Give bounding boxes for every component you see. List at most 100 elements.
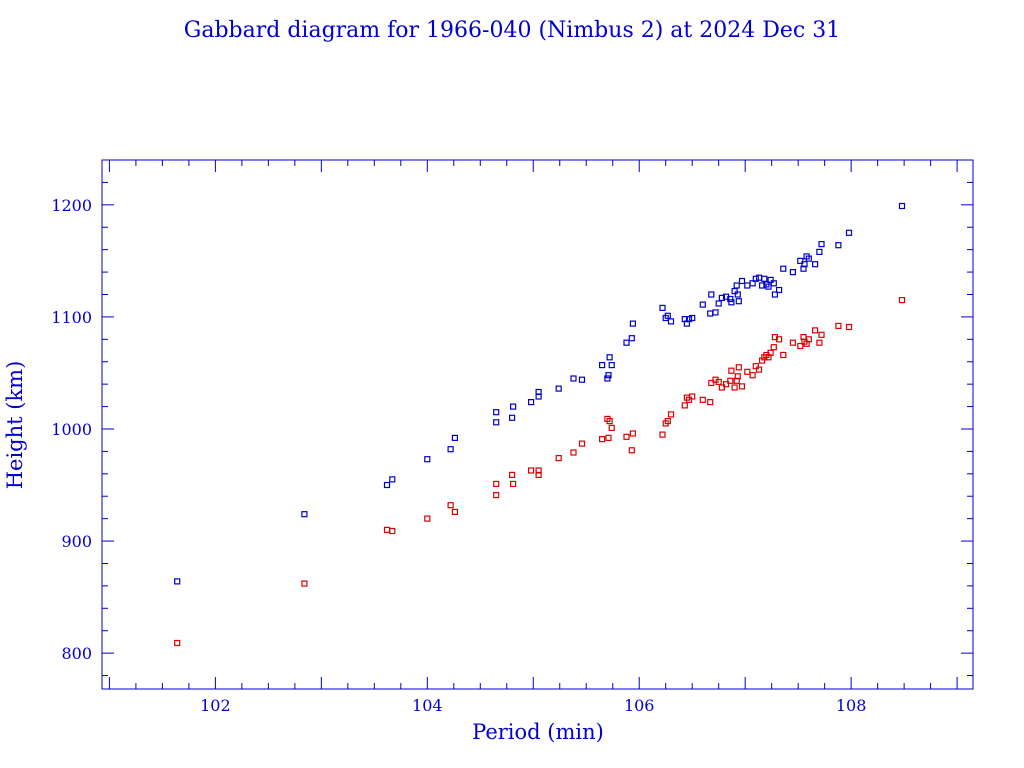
apogee-point bbox=[770, 280, 777, 287]
perigee-point bbox=[667, 411, 675, 418]
perigee-point bbox=[689, 393, 696, 400]
perigee-point bbox=[835, 322, 842, 329]
apogee-point bbox=[752, 275, 759, 282]
data-markers bbox=[174, 202, 906, 647]
apogee-point bbox=[578, 376, 586, 383]
apogee-point bbox=[898, 202, 906, 210]
apogee-point bbox=[707, 310, 714, 317]
apogee-point bbox=[744, 282, 751, 289]
perigee-point bbox=[606, 418, 613, 425]
perigee-point bbox=[681, 402, 688, 409]
apogee-point bbox=[629, 320, 637, 327]
perigee-point bbox=[493, 480, 500, 487]
apogee-point bbox=[699, 301, 706, 308]
apogee-point bbox=[818, 241, 825, 248]
apogee-point bbox=[535, 388, 542, 396]
apogee-point bbox=[738, 277, 746, 285]
perigee-point bbox=[845, 323, 853, 331]
apogee-point bbox=[451, 434, 458, 441]
perigee-point bbox=[598, 436, 606, 443]
perigee-point bbox=[389, 527, 396, 535]
apogee-point bbox=[761, 275, 768, 282]
apogee-point bbox=[708, 291, 715, 298]
apogee-point bbox=[389, 476, 396, 483]
y-tick-label: 800 bbox=[61, 644, 92, 663]
perigee-point bbox=[424, 515, 431, 522]
perigee-point bbox=[608, 424, 615, 431]
perigee-point bbox=[605, 434, 612, 441]
perigee-point bbox=[805, 336, 812, 343]
perigee-point bbox=[707, 399, 714, 406]
x-tick-label: 108 bbox=[836, 696, 867, 715]
apogee-point bbox=[835, 242, 842, 249]
apogee-point bbox=[733, 282, 740, 289]
perigee-point bbox=[797, 342, 804, 350]
perigee-point bbox=[744, 368, 751, 375]
apogee-point bbox=[712, 309, 719, 316]
apogee-point bbox=[174, 578, 181, 585]
apogee-point bbox=[685, 316, 693, 323]
apogee-point bbox=[816, 248, 823, 255]
perigee-point bbox=[728, 367, 735, 374]
apogee-point bbox=[493, 409, 500, 416]
perigee-point bbox=[731, 384, 738, 391]
perigee-point bbox=[749, 372, 756, 379]
perigee-point bbox=[818, 331, 825, 338]
apogee-point bbox=[604, 375, 611, 382]
perigee-point bbox=[623, 433, 630, 440]
apogee-point bbox=[728, 299, 735, 306]
apogee-point bbox=[727, 295, 734, 303]
apogee-point bbox=[758, 282, 766, 289]
apogee-point bbox=[606, 354, 613, 361]
apogee-point bbox=[659, 304, 666, 311]
perigee-point bbox=[699, 396, 706, 403]
apogee-point bbox=[555, 385, 562, 392]
perigee-point bbox=[898, 297, 906, 304]
perigee-point bbox=[727, 377, 734, 384]
apogee-point bbox=[789, 269, 797, 276]
x-tick-label: 104 bbox=[412, 696, 443, 715]
apogee-point bbox=[667, 318, 675, 325]
perigee-point bbox=[770, 344, 777, 351]
perigee-point bbox=[664, 418, 671, 425]
perigee-point bbox=[535, 471, 542, 478]
x-axis-label: Period (min) bbox=[472, 720, 604, 744]
perigee-point bbox=[301, 580, 308, 587]
perigee-point bbox=[708, 379, 715, 387]
plot-frame bbox=[101, 159, 974, 690]
apogee-point bbox=[527, 399, 535, 406]
apogee-point bbox=[628, 335, 635, 342]
y-tick-label: 1200 bbox=[51, 196, 92, 215]
apogee-point bbox=[664, 312, 671, 319]
tick-labels: 102 104 106 108 800 900 1000 1100 1200 bbox=[51, 196, 866, 715]
apogee-point bbox=[735, 298, 742, 305]
apogee-point bbox=[605, 372, 612, 379]
perigee-point bbox=[734, 373, 741, 380]
apogee-point bbox=[767, 276, 774, 283]
apogee-point bbox=[608, 362, 615, 369]
chart-title: Gabbard diagram for 1966-040 (Nimbus 2) … bbox=[184, 18, 840, 43]
perigee-point bbox=[527, 467, 535, 474]
y-tick-label: 1100 bbox=[51, 308, 92, 327]
perigee-point bbox=[767, 349, 774, 356]
perigee-point bbox=[735, 364, 742, 371]
x-tick-label: 102 bbox=[200, 696, 231, 715]
apogee-point bbox=[797, 257, 804, 264]
x-tick-label: 106 bbox=[624, 696, 655, 715]
perigee-point bbox=[493, 492, 500, 499]
perigee-point bbox=[570, 449, 577, 456]
perigee-point bbox=[811, 327, 819, 334]
apogee-point bbox=[749, 280, 756, 287]
apogee-point bbox=[845, 229, 853, 236]
apogee-point bbox=[689, 314, 696, 322]
perigee-point bbox=[509, 471, 516, 478]
perigee-point bbox=[816, 339, 823, 346]
perigee-point bbox=[715, 378, 722, 385]
perigee-point bbox=[780, 351, 787, 359]
y-tick-label: 1000 bbox=[51, 420, 92, 439]
apogee-point bbox=[775, 286, 783, 294]
apogee-point bbox=[734, 291, 741, 298]
apogee-point bbox=[570, 375, 577, 382]
apogee-point bbox=[510, 403, 517, 410]
